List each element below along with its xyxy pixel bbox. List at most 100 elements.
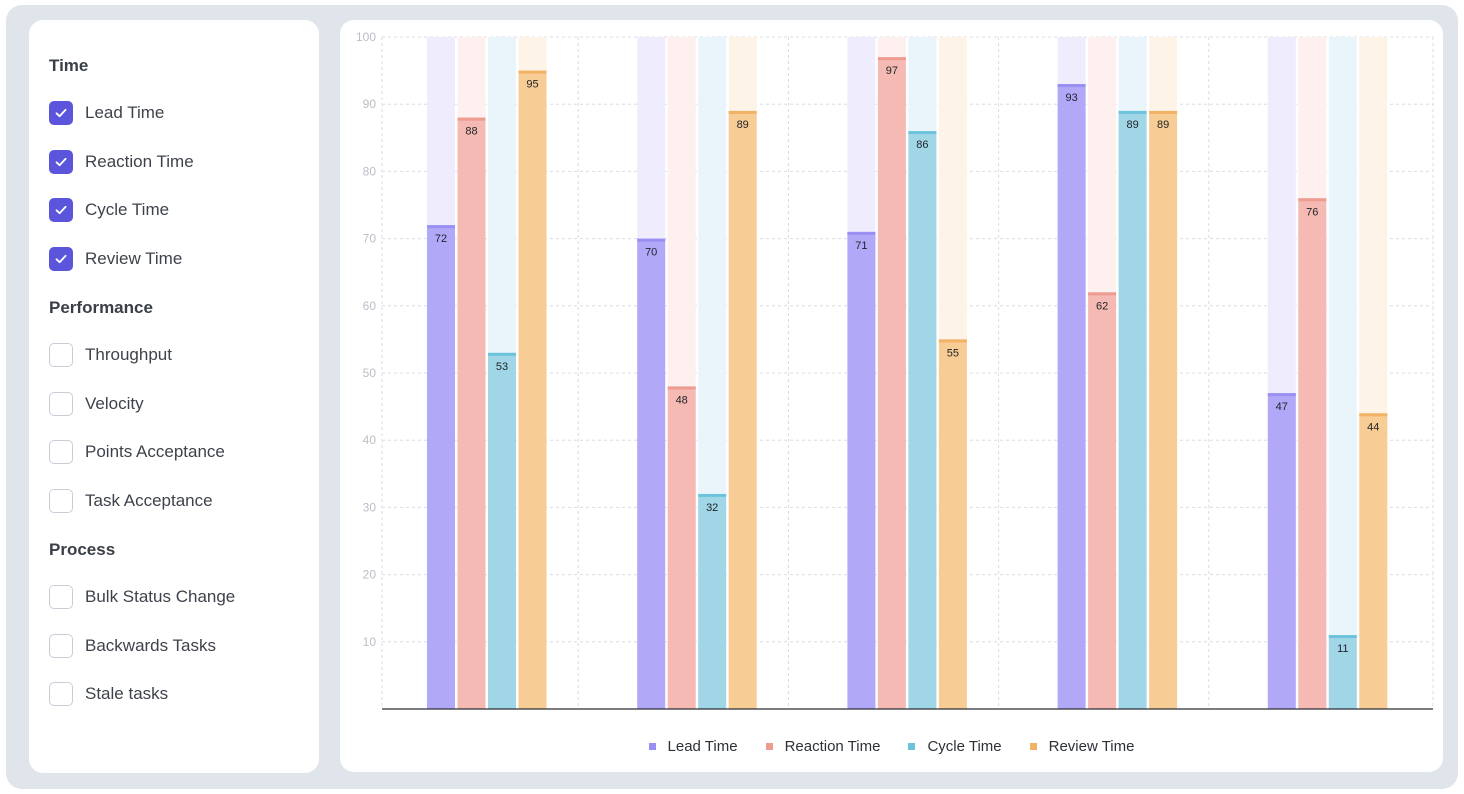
legend-item[interactable]: Lead Time [648,738,738,755]
metric-option-label: Velocity [85,393,144,413]
bar[interactable] [518,70,547,710]
bar[interactable] [1359,413,1388,709]
bar-cap [667,386,696,390]
bar-chart: 10 20 30 40 50 60 70 80 90 100 72 88 53 95 70 48 32 89 71 9… [356,30,1434,710]
metric-checkbox[interactable] [49,101,73,125]
bar[interactable] [698,493,727,709]
bar-cap [1328,635,1357,639]
metric-option[interactable]: Throughput [49,342,172,368]
metrics-sidebar: Time Lead Time Reaction Time Cycle Time Revi… [29,20,319,773]
bar[interactable] [1057,84,1086,710]
bar-value-label: 62 [1096,300,1108,312]
group-title-0: Time [49,56,89,75]
bar-value-label: 11 [1337,643,1348,655]
bar-value-label: 72 [435,233,447,245]
metric-option-label: Backwards Tasks [85,635,217,655]
metric-option[interactable]: Cycle Time [49,197,169,223]
legend-label: Review Time [1048,738,1135,755]
bar-value-label: 44 [1367,421,1379,433]
metric-checkbox[interactable] [49,391,73,416]
chart-legend: Lead Time Reaction Time Cycle Time Review T… [340,738,1443,755]
bar-value-label: 76 [1306,206,1318,218]
y-tick-label: 80 [363,164,377,178]
bar-cap [1359,413,1388,417]
y-tick-label: 20 [363,568,377,582]
metric-option[interactable]: Bulk Status Change [49,584,235,610]
y-tick-label: 70 [363,232,377,246]
legend-item[interactable]: Review Time [1029,738,1135,755]
bar[interactable] [667,386,696,709]
metric-option[interactable]: Points Acceptance [49,439,225,465]
metric-checkbox[interactable] [49,633,73,658]
check-icon [55,108,67,118]
metric-option[interactable]: Review Time [49,246,182,272]
bar-value-label: 93 [1065,92,1077,104]
metric-option[interactable]: Velocity [49,391,144,417]
metric-option[interactable]: Reaction Time [49,149,194,175]
bar-cap [1298,198,1327,202]
bar[interactable] [1118,110,1147,710]
bar-value-label: 97 [886,65,898,77]
y-tick-label: 50 [363,366,377,380]
bar[interactable] [488,352,516,709]
bar-value-label: 70 [645,247,657,259]
legend-swatch [765,743,773,750]
bar-value-label: 32 [706,502,718,514]
metric-option[interactable]: Lead Time [49,100,164,126]
legend-item[interactable]: Reaction Time [765,738,881,755]
metric-option-label: Bulk Status Change [85,587,236,606]
bar-cap [877,57,906,61]
metric-option[interactable]: Stale tasks [49,681,168,707]
legend-label: Lead Time [667,738,738,755]
bar-cap [427,225,455,229]
bar-cap [728,110,757,114]
check-icon [55,157,67,166]
bar-value-label: 47 [1276,401,1288,413]
legend-swatch [908,743,916,750]
bar[interactable] [1267,393,1296,709]
metric-option[interactable]: Task Acceptance [49,488,213,514]
group-title-2: Process [49,540,116,559]
y-tick-label: 90 [363,97,377,111]
metric-checkbox[interactable] [49,585,73,609]
bar-value-label: 55 [947,347,959,359]
bar-value-label: 89 [737,119,749,131]
bar-cap [457,117,486,121]
bar[interactable] [1088,292,1117,709]
bar[interactable] [1328,635,1357,709]
metric-checkbox[interactable] [49,488,73,513]
bar[interactable] [1149,110,1178,710]
bar-value-label: 48 [676,394,688,406]
metric-option-label: Cycle Time [85,200,170,219]
bar-cap [1118,110,1147,114]
metric-checkbox[interactable] [49,149,73,174]
bar-cap [847,231,876,235]
bar[interactable] [908,131,937,709]
bar[interactable] [847,231,876,709]
bar[interactable] [457,117,486,709]
metric-checkbox[interactable] [49,682,73,706]
bar-cap [1057,84,1086,88]
legend-label: Reaction Time [784,738,881,755]
bar[interactable] [1298,198,1327,709]
bar[interactable] [728,110,757,710]
bar[interactable] [637,238,666,709]
bar[interactable] [938,339,967,709]
bar[interactable] [877,57,906,710]
metric-option-label: Stale tasks [85,684,169,703]
y-tick-label: 30 [363,500,377,514]
legend-label: Cycle Time [927,738,1002,755]
bar[interactable] [427,225,455,709]
bar-value-label: 95 [526,79,538,91]
y-tick-label: 100 [356,30,376,44]
metric-option[interactable]: Backwards Tasks [49,633,216,659]
bar-value-label: 89 [1126,119,1138,131]
legend-item[interactable]: Cycle Time [908,738,1002,755]
check-icon [55,254,67,263]
metric-checkbox[interactable] [49,343,73,367]
metric-checkbox[interactable] [49,246,73,271]
y-tick-label: 40 [363,433,377,447]
metric-checkbox[interactable] [49,440,73,464]
metric-checkbox[interactable] [49,198,73,222]
metric-option-label: Review Time [85,248,183,268]
